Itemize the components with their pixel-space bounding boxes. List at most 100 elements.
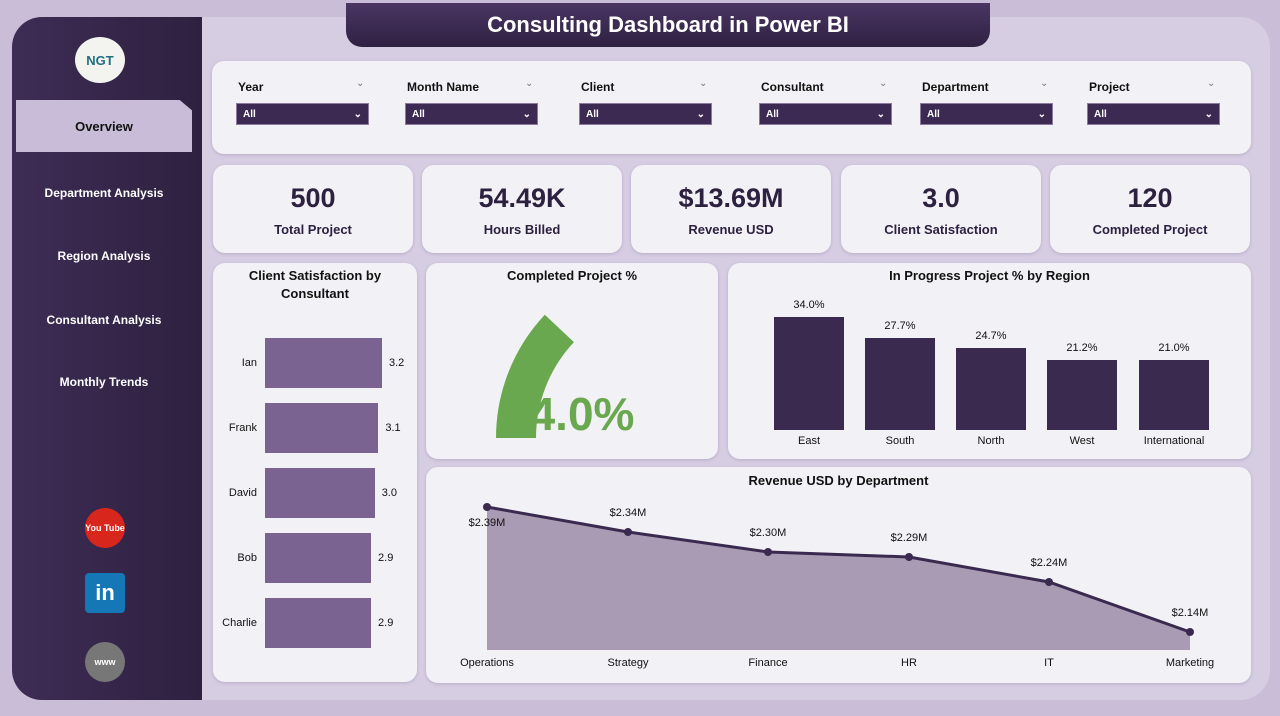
bar-category-label: Ian <box>241 357 257 369</box>
bar-category-label: West <box>1069 435 1095 447</box>
chevron-down-icon: ⌄ <box>353 108 362 120</box>
x-axis-label: IT <box>1044 657 1054 669</box>
bar-data-label: 24.7% <box>975 329 1007 342</box>
point-data-label: $2.24M <box>1030 557 1068 569</box>
bar-data-label: 3.1 <box>385 422 401 434</box>
panel-title: In Progress Project % by Region <box>889 268 1090 283</box>
bar-category-label: Frank <box>228 422 257 434</box>
filter-value: All <box>1094 108 1107 120</box>
x-axis-label: Operations <box>460 657 514 669</box>
social-label: You Tube <box>85 523 125 533</box>
linkedin-icon[interactable]: in <box>85 573 125 613</box>
filter-collapse-icon[interactable]: ⌄ <box>1207 78 1216 89</box>
filter-collapse-icon[interactable]: ⌄ <box>356 78 365 89</box>
filter-dropdown[interactable]: All ⌄ <box>1087 103 1220 125</box>
nav-label: Department Analysis <box>44 186 164 200</box>
filter-label: Year <box>238 80 264 94</box>
nav-item[interactable]: Monthly Trends <box>16 356 192 408</box>
bar-category-label: International <box>1143 435 1205 447</box>
kpi-value: 54.49K <box>478 183 566 213</box>
logo-text: NGT <box>86 52 114 68</box>
nav-label: Region Analysis <box>57 249 151 263</box>
chevron-down-icon: ⌄ <box>696 108 705 120</box>
youtube-icon[interactable]: You Tube <box>85 508 125 548</box>
globe-icon[interactable]: www <box>85 642 125 682</box>
kpi-label: Client Satisfaction <box>884 222 998 237</box>
filter-collapse-icon[interactable]: ⌄ <box>525 78 534 89</box>
bar[interactable] <box>1139 360 1209 430</box>
nav-item[interactable]: Overview <box>16 100 192 152</box>
filter-collapse-icon[interactable]: ⌄ <box>879 78 888 89</box>
bar[interactable] <box>865 338 935 430</box>
bar[interactable] <box>774 317 844 430</box>
filter-value: All <box>586 108 599 120</box>
kpi-value: 3.0 <box>922 183 960 213</box>
kpi-label: Hours Billed <box>483 222 561 237</box>
bar[interactable] <box>1047 359 1117 430</box>
filter-label: Department <box>922 80 989 94</box>
filter-value: All <box>766 108 779 120</box>
bar[interactable] <box>265 338 382 388</box>
filter-collapse-icon[interactable]: ⌄ <box>1040 78 1049 89</box>
chevron-down-icon: ⌄ <box>1037 108 1046 120</box>
x-axis-label: Strategy <box>607 657 649 669</box>
nav-item[interactable]: Region Analysis <box>16 230 192 282</box>
bar[interactable] <box>265 403 379 453</box>
filter-value: All <box>927 108 940 120</box>
nav-label: Overview <box>75 118 133 134</box>
kpi-label: Completed Project <box>1092 222 1208 237</box>
kpi-card: 3.0 Client Satisfaction <box>841 165 1041 253</box>
bar-data-label: 3.0 <box>381 487 397 499</box>
revenue-panel: Revenue USD by Department <box>426 467 1251 683</box>
kpi-card: 54.49K Hours Billed <box>422 165 622 253</box>
point-data-label: $2.39M <box>468 517 506 529</box>
filter-dropdown[interactable]: All ⌄ <box>759 103 892 125</box>
filter-dropdown[interactable]: All ⌄ <box>579 103 712 125</box>
kpi-value: $13.69M <box>678 183 784 213</box>
bar[interactable] <box>265 533 372 583</box>
gauge <box>496 314 574 438</box>
point-data-label: $2.34M <box>609 507 647 519</box>
kpi-label: Revenue USD <box>688 222 774 237</box>
bar-category-label: East <box>797 435 820 447</box>
chevron-down-icon: ⌄ <box>522 108 531 120</box>
kpi-card: 500 Total Project <box>213 165 413 253</box>
bar-category-label: David <box>228 487 257 499</box>
bar[interactable] <box>956 347 1026 430</box>
kpi-label: Total Project <box>274 222 352 237</box>
chevron-down-icon: ⌄ <box>876 108 885 120</box>
bar-data-label: 2.9 <box>378 552 394 564</box>
bar[interactable] <box>265 598 372 648</box>
nav-item[interactable]: Consultant Analysis <box>16 294 192 346</box>
kpi-card: $13.69M Revenue USD <box>631 165 831 253</box>
filter-collapse-icon[interactable]: ⌄ <box>699 78 708 89</box>
social-label: www <box>94 657 116 667</box>
filter-label: Consultant <box>761 80 824 94</box>
filter-dropdown[interactable]: All ⌄ <box>405 103 538 125</box>
chevron-down-icon: ⌄ <box>1204 108 1213 120</box>
filter-label: Month Name <box>407 80 479 94</box>
point-data-label: $2.30M <box>749 527 787 539</box>
gauge-fill-arc <box>496 314 574 438</box>
filter-panel <box>212 61 1251 154</box>
point-data-label: $2.29M <box>890 532 928 544</box>
bar-category-label: North <box>977 435 1005 447</box>
social-label: in <box>95 580 115 605</box>
filter-label: Client <box>581 80 615 94</box>
kpi-card: 120 Completed Project <box>1050 165 1250 253</box>
nav-item[interactable]: Department Analysis <box>16 167 192 219</box>
panel-title: Client Satisfaction by Consultant <box>248 268 382 301</box>
filter-value: All <box>412 108 425 120</box>
filter-value: All <box>243 108 256 120</box>
kpi-value: 500 <box>290 183 336 213</box>
x-axis-label: Marketing <box>1165 657 1215 669</box>
filter-dropdown[interactable]: All ⌄ <box>236 103 369 125</box>
bar-data-label: 21.2% <box>1066 341 1098 354</box>
bar[interactable] <box>265 468 375 518</box>
nav-label: Monthly Trends <box>59 375 149 389</box>
bar-category-label: Charlie <box>222 617 257 629</box>
bar-data-label: 2.9 <box>378 617 394 629</box>
bar-data-label: 3.2 <box>389 357 405 369</box>
filter-dropdown[interactable]: All ⌄ <box>920 103 1053 125</box>
panel-title: Completed Project % <box>506 268 638 283</box>
